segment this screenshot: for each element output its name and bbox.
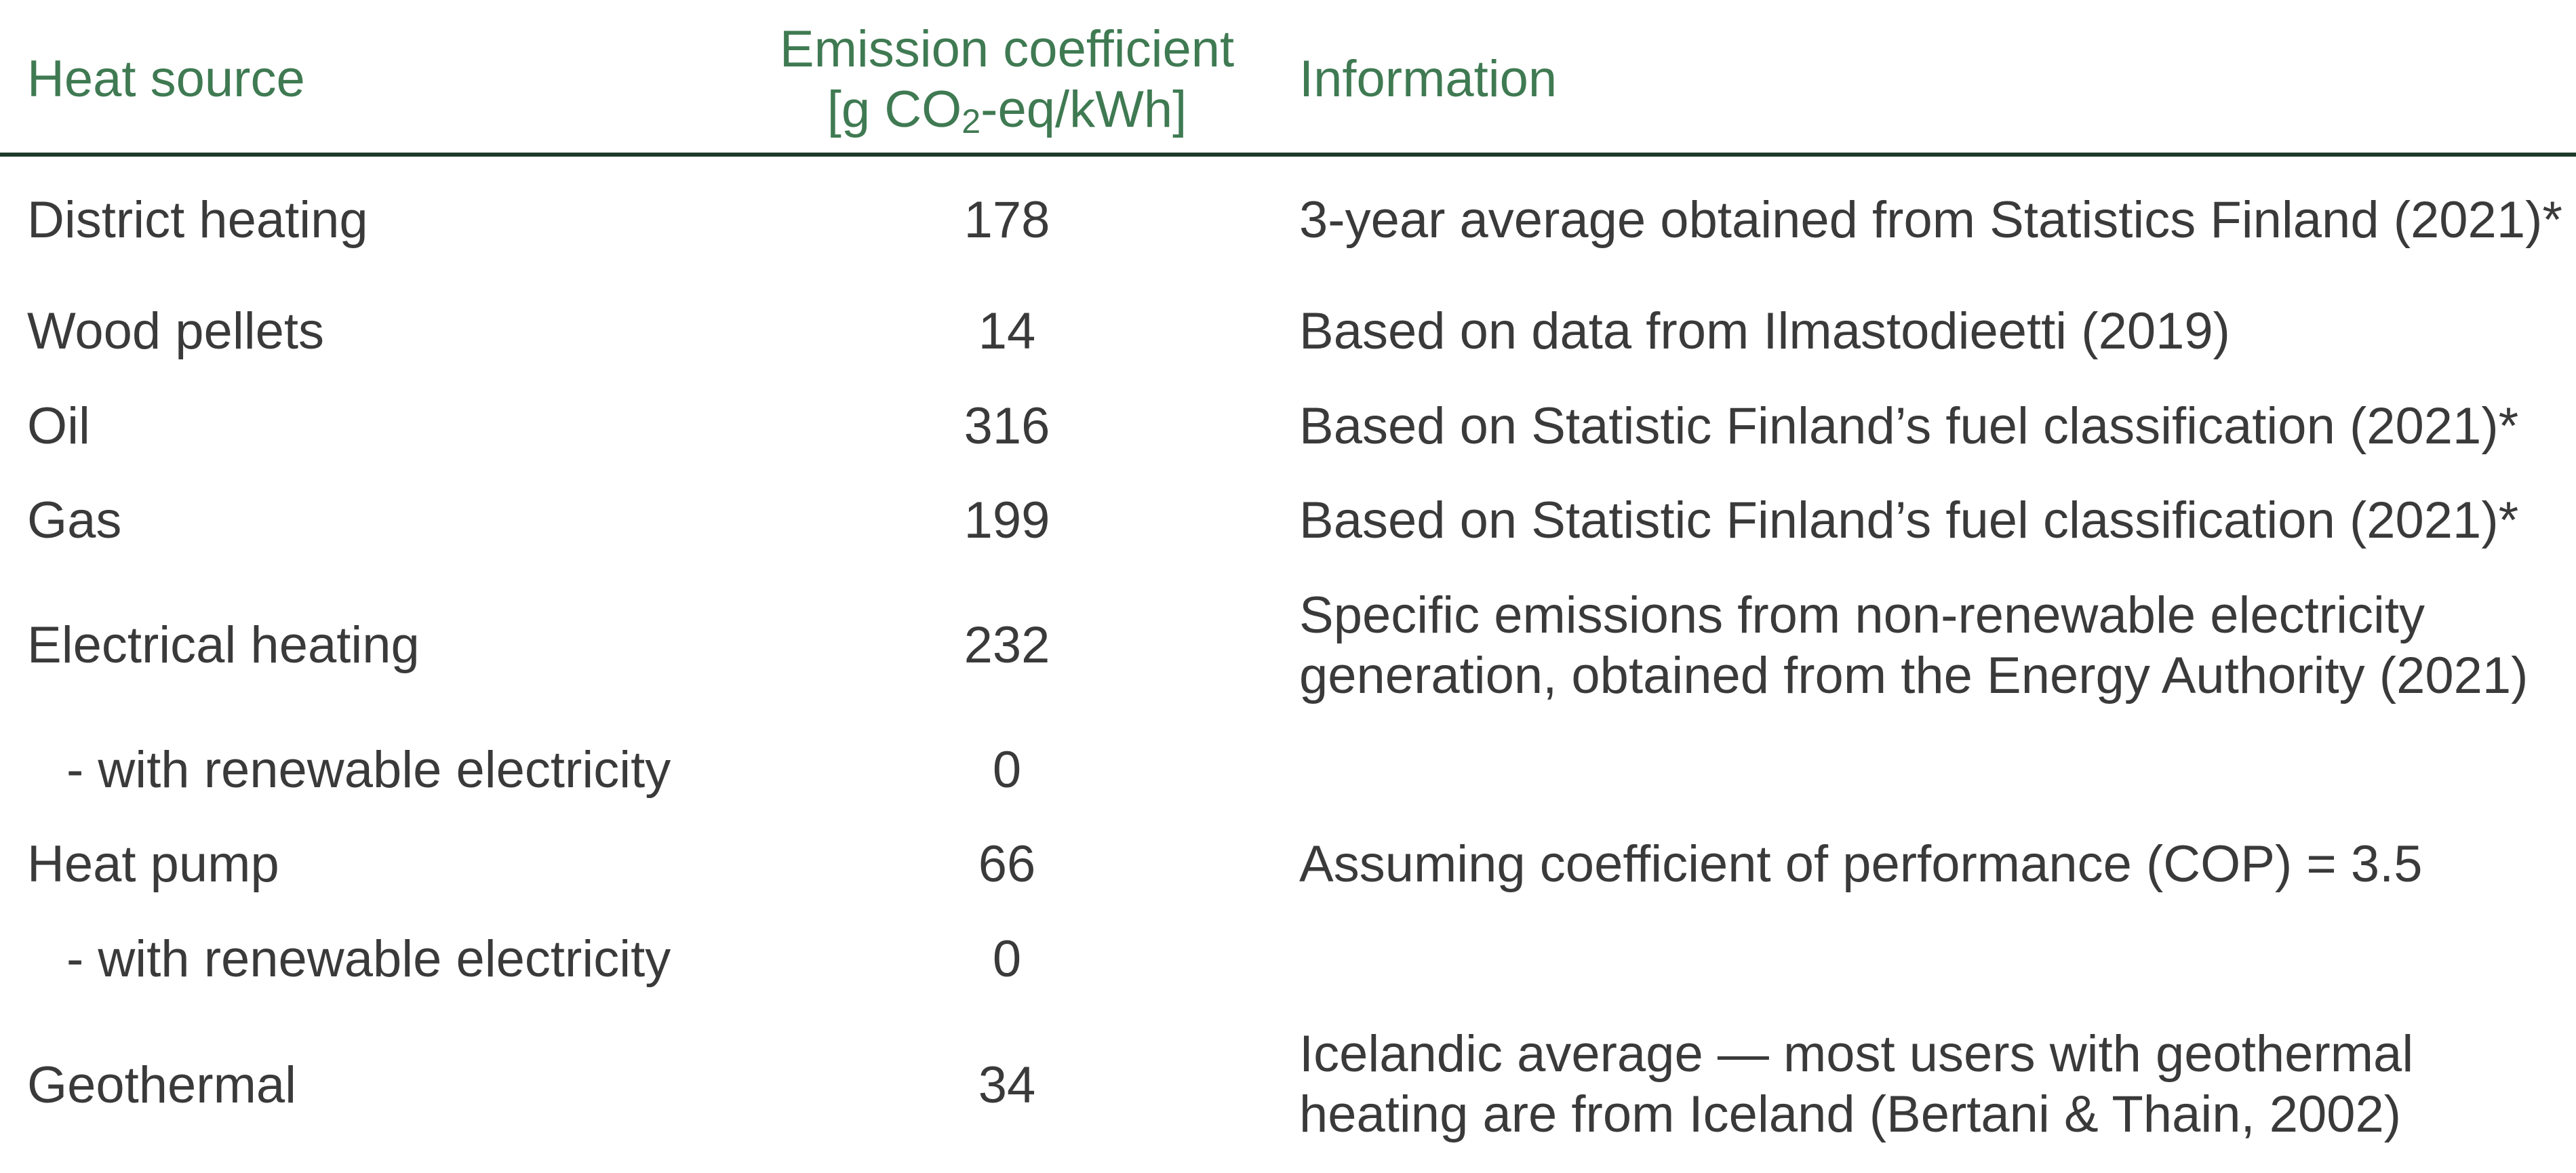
row-source-sub: - with renewable electricity (66, 930, 671, 988)
row-info-line1: Icelandic average — most users with geot… (1299, 1025, 2414, 1083)
header-information: Information (1299, 50, 1558, 108)
row-info: Assuming coefficient of performance (COP… (1299, 835, 2423, 893)
row-source: Electrical heating (27, 616, 420, 674)
row-info: Based on data from Ilmastodieetti (2019) (1299, 302, 2230, 360)
row-source: Gas (27, 492, 122, 549)
row-source: District heating (27, 191, 368, 249)
row-source-sub: - with renewable electricity (66, 741, 671, 799)
row-info-line1: Specific emissions from non-renewable el… (1299, 586, 2425, 644)
row-info-line2: heating are from Iceland (Bertani & Thai… (1299, 1086, 2402, 1143)
row-source: Wood pellets (27, 302, 324, 360)
co2-subscript: 2 (962, 102, 981, 141)
header-divider (0, 153, 2576, 157)
row-info: Based on Statistic Finland’s fuel classi… (1299, 397, 2519, 455)
header-emission-unit-text: [g CO2-eq/kWh] (827, 81, 1187, 141)
row-info-line2: generation, obtained from the Energy Aut… (1299, 647, 2529, 704)
row-source: Oil (27, 397, 90, 455)
row-source: Geothermal (27, 1056, 297, 1114)
header-emission-line1: Emission coefficient (779, 20, 1235, 78)
row-source: Heat pump (27, 835, 279, 893)
header-heat-source: Heat source (27, 50, 305, 108)
row-info: Based on Statistic Finland’s fuel classi… (1299, 492, 2519, 549)
row-info: 3-year average obtained from Statistics … (1299, 191, 2562, 249)
